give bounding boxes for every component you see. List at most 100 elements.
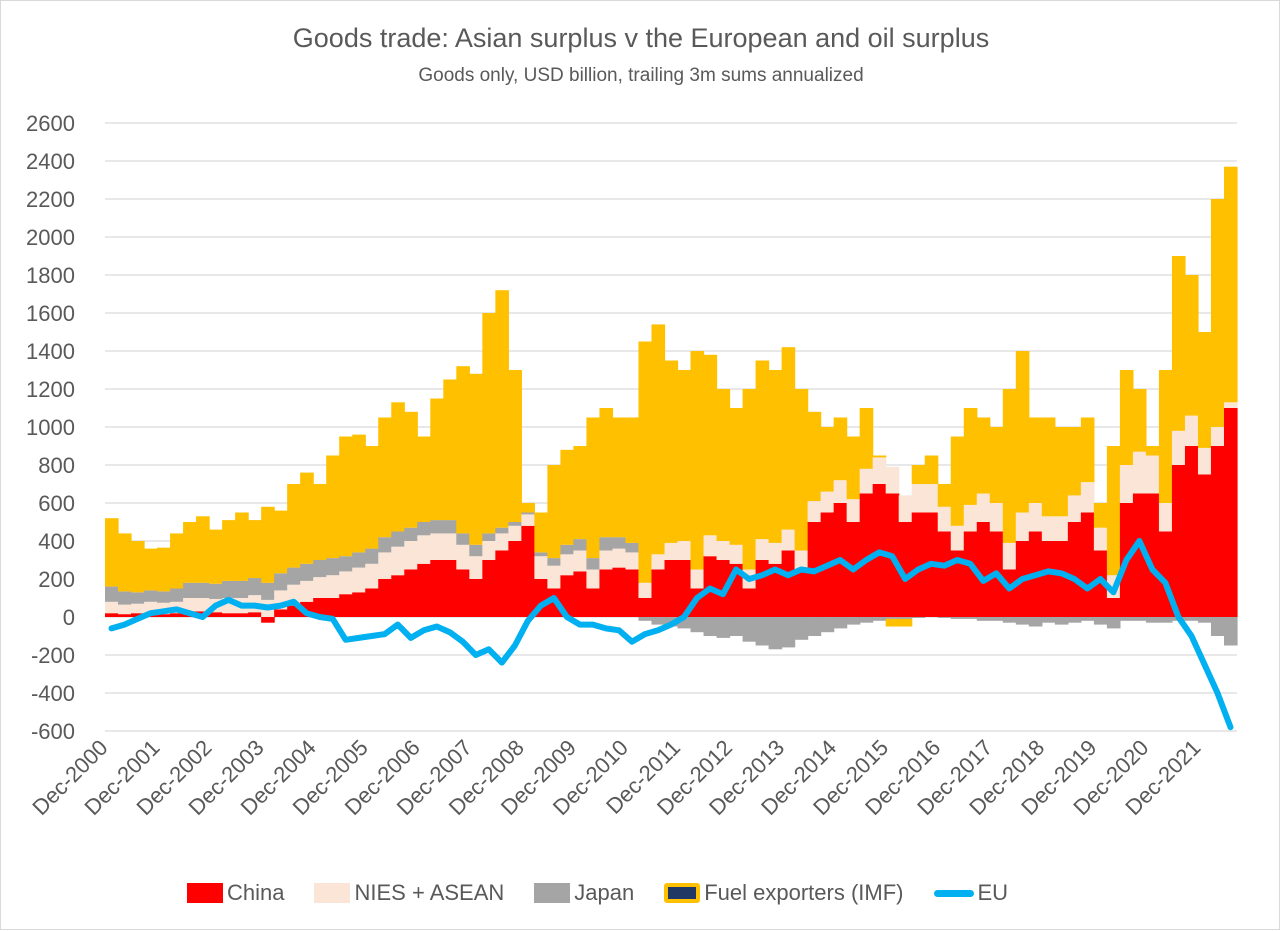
bar-fuel-exporters-imf <box>885 618 900 627</box>
bar-japan <box>547 558 562 566</box>
bar-japan <box>690 617 705 633</box>
y-tick-label: -600 <box>31 719 75 744</box>
bar-fuel-exporters-imf <box>833 417 848 481</box>
bar-nies-asean <box>898 495 913 522</box>
bar-china <box>1067 522 1082 617</box>
bar-fuel-exporters-imf <box>950 436 965 526</box>
y-tick-label: 600 <box>38 491 75 516</box>
bar-nies-asean <box>118 604 132 615</box>
bar-china <box>248 612 262 617</box>
bar-fuel-exporters-imf <box>560 449 575 545</box>
bar-fuel-exporters-imf <box>196 516 210 583</box>
bar-nies-asean <box>365 563 379 589</box>
bar-japan <box>820 617 835 633</box>
bar-japan <box>599 537 614 551</box>
bar-japan <box>885 617 900 619</box>
bar-japan <box>1158 617 1173 623</box>
bar-fuel-exporters-imf <box>924 455 939 484</box>
legend-label: Fuel exporters (IMF) <box>704 880 904 905</box>
bar-nies-asean <box>1158 503 1173 532</box>
bar-china <box>521 525 535 617</box>
bar-nies-asean <box>196 598 210 612</box>
bar-china <box>963 531 978 617</box>
bar-nies-asean <box>482 541 496 560</box>
bar-japan <box>1054 617 1069 625</box>
bar-nies-asean <box>430 533 444 560</box>
bar-fuel-exporters-imf <box>1223 166 1238 403</box>
legend-swatch <box>314 883 351 903</box>
bar-nies-asean <box>976 493 991 522</box>
bar-nies-asean <box>560 554 575 576</box>
bar-japan <box>898 617 913 619</box>
bar-china <box>742 588 757 617</box>
bar-nies-asean <box>625 552 640 570</box>
legend-swatch <box>664 883 701 903</box>
legend-label: Japan <box>574 880 635 905</box>
bar-fuel-exporters-imf <box>456 366 470 534</box>
bar-fuel-exporters-imf <box>469 373 483 545</box>
bar-fuel-exporters-imf <box>638 341 653 583</box>
bar-fuel-exporters-imf <box>521 503 535 513</box>
bar-china <box>677 560 692 617</box>
bar-japan <box>833 617 848 629</box>
bar-japan <box>729 617 744 636</box>
bar-china <box>612 567 627 617</box>
bar-japan <box>1093 617 1108 625</box>
bar-fuel-exporters-imf <box>976 417 991 494</box>
bar-japan <box>313 560 327 578</box>
bar-japan <box>872 617 887 621</box>
bar-china <box>586 588 601 617</box>
bar-nies-asean <box>443 533 457 560</box>
bar-china <box>573 571 588 617</box>
bar-japan <box>1119 617 1134 621</box>
bar-nies-asean <box>690 569 705 589</box>
legend-label: NIES + ASEAN <box>354 880 505 905</box>
bar-japan <box>469 544 483 557</box>
bar-japan <box>716 617 731 638</box>
bar-japan <box>1028 617 1043 627</box>
bar-japan <box>586 558 601 570</box>
bar-china <box>105 613 119 617</box>
bar-nies-asean <box>417 535 431 564</box>
y-tick-label: 200 <box>38 567 75 592</box>
y-tick-label: -200 <box>31 643 75 668</box>
bar-china <box>495 550 509 617</box>
bar-fuel-exporters-imf <box>1067 427 1082 496</box>
bar-japan <box>248 578 262 596</box>
bar-japan <box>807 617 822 636</box>
bar-nies-asean <box>651 554 666 570</box>
bar-japan <box>261 582 275 600</box>
bar-japan <box>235 580 249 598</box>
bar-japan <box>612 537 627 549</box>
bar-fuel-exporters-imf <box>612 417 627 538</box>
bar-fuel-exporters-imf <box>1158 370 1173 503</box>
bar-fuel-exporters-imf <box>378 417 392 538</box>
bar-japan <box>495 527 509 534</box>
bar-nies-asean <box>924 484 939 513</box>
bar-nies-asean <box>599 550 614 570</box>
bar-japan <box>911 617 926 618</box>
bar-japan <box>625 542 640 553</box>
bar-nies-asean <box>573 550 588 572</box>
bar-china <box>560 575 575 617</box>
bar-fuel-exporters-imf <box>1132 389 1147 452</box>
bar-fuel-exporters-imf <box>963 408 978 505</box>
bar-fuel-exporters-imf <box>1197 332 1212 448</box>
bar-fuel-exporters-imf <box>677 370 692 541</box>
bar-fuel-exporters-imf <box>755 360 770 540</box>
bar-nies-asean <box>612 548 627 568</box>
bar-china <box>508 541 522 617</box>
bar-japan <box>131 592 145 604</box>
bar-japan <box>1210 617 1225 636</box>
bar-nies-asean <box>456 544 470 570</box>
bar-fuel-exporters-imf <box>339 436 353 557</box>
bar-china <box>755 560 770 617</box>
bar-china <box>456 569 470 617</box>
y-tick-label: -400 <box>31 681 75 706</box>
legend-item-fuel-exporters: Fuel exporters (IMF) <box>664 880 904 906</box>
bar-china <box>599 569 614 617</box>
bar-japan <box>287 567 301 585</box>
bar-china <box>1041 541 1056 617</box>
legend-label: China <box>227 880 285 905</box>
